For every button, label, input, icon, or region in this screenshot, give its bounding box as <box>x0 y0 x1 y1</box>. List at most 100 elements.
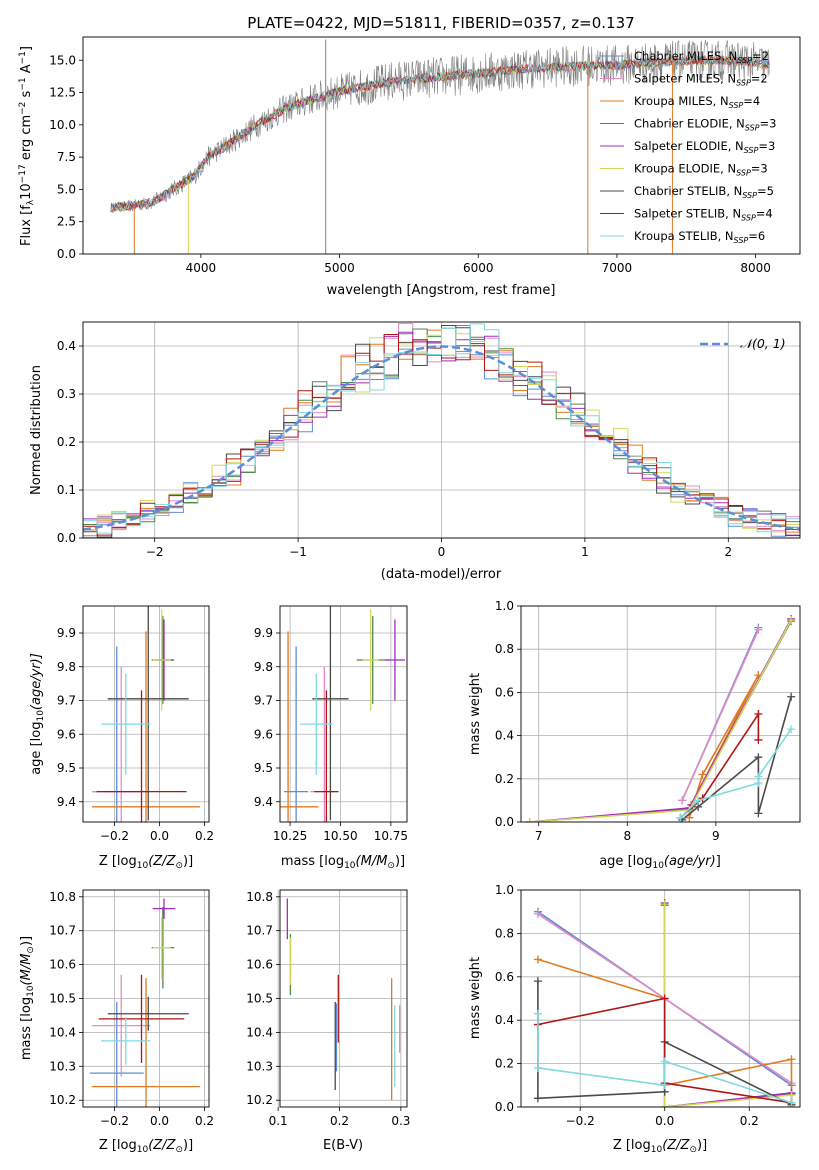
legend-label: Salpeter STELIB, NSSP=4 <box>634 207 773 223</box>
y-tick-label: 0.8 <box>495 926 514 940</box>
y-tick-label: 10.4 <box>246 1025 273 1039</box>
legend-label: Chabrier STELIB, NSSP=5 <box>634 184 774 200</box>
legend-label: Kroupa MILES, NSSP=4 <box>634 94 760 110</box>
x-tick-label: 10.25 <box>273 829 307 843</box>
y-tick-label: 0.6 <box>495 685 514 699</box>
errorbar-point-krou_stelib <box>300 673 333 775</box>
x-tick-label: 10.50 <box>323 829 357 843</box>
x-axis-label: age [log10(age/yr)] <box>599 854 721 871</box>
x-tick-label: 6000 <box>463 261 494 275</box>
legend-entry-chab_stelib: Chabrier STELIB, NSSP=5 <box>600 184 774 200</box>
y-axis-label: mass [log10(M/M⊙)] <box>19 936 36 1060</box>
data-area <box>92 606 200 822</box>
x-tick-label: 0.0 <box>655 1114 674 1128</box>
errorbar-point-salp_elodie <box>152 898 176 919</box>
y-tick-label: 9.8 <box>254 660 273 674</box>
legend-label: Chabrier MILES, NSSP=2 <box>634 49 769 65</box>
y-tick-label: 0.2 <box>495 772 514 786</box>
x-tick-label: −0.2 <box>100 829 129 843</box>
grid <box>521 889 800 1108</box>
y-tick-label: 0.8 <box>495 642 514 656</box>
series-marker <box>533 1063 542 1072</box>
y-axis-label: Normed distribution <box>29 365 44 495</box>
series-marker <box>787 1055 796 1064</box>
residual-histogram-krou_stelib <box>83 323 800 534</box>
legend-label: Salpeter ELODIE, NSSP=3 <box>634 139 775 155</box>
y-tick-label: 9.4 <box>254 795 273 809</box>
y-tick-label: 0.2 <box>57 435 76 449</box>
y-axis-label: Flux [fλ10−17 erg cm−2 s−1 A−1] <box>18 46 36 246</box>
y-tick-label: 7.5 <box>57 150 76 164</box>
y-tick-label: 10.3 <box>246 1059 273 1073</box>
y-tick-label: 10.5 <box>49 992 76 1006</box>
series-line <box>679 728 792 819</box>
y-axis-label: mass weight <box>468 957 483 1039</box>
x-tick-label: 0.0 <box>150 1114 169 1128</box>
y-tick-label: 10.4 <box>49 1025 76 1039</box>
y-tick-label: 10.7 <box>246 924 273 938</box>
y-tick-label: 10.0 <box>49 118 76 132</box>
errorbar-point-krou_elodie <box>152 917 171 979</box>
y-tick-label: 9.6 <box>254 727 273 741</box>
y-tick-label: 0.3 <box>57 387 76 401</box>
series-marker <box>698 770 707 779</box>
series-marker <box>660 1103 669 1107</box>
data-area <box>525 614 796 822</box>
y-tick-label: 9.7 <box>254 694 273 708</box>
x-tick-label: 0.2 <box>195 829 214 843</box>
grid <box>277 890 407 1107</box>
series-marker <box>754 809 763 818</box>
grid <box>280 606 407 822</box>
x-tick-label: 0 <box>438 545 446 559</box>
series-marker <box>525 818 534 822</box>
y-tick-label: 1.0 <box>495 883 514 897</box>
weight-series-krou_stelib <box>533 1009 796 1107</box>
data-area <box>286 898 401 1101</box>
y-tick-label: 0.4 <box>57 339 76 353</box>
axes-frame <box>279 605 408 823</box>
legend-entry-krou_elodie: Kroupa ELODIE, NSSP=3 <box>600 162 768 178</box>
legend-entry-salp_miles: Salpeter MILES, NSSP=2 <box>600 72 768 88</box>
y-tick-label: 10.8 <box>49 890 76 904</box>
y-tick-label: 9.8 <box>57 660 76 674</box>
errorbar-point-salp_stelib <box>98 974 185 1063</box>
x-tick-label: 10.75 <box>374 829 408 843</box>
axes-frame <box>82 36 801 255</box>
weight-series-chab_elodie <box>525 617 796 822</box>
series-line <box>663 905 792 1107</box>
y-tick-label: 10.2 <box>246 1093 273 1107</box>
y-tick-label: 0.4 <box>495 729 514 743</box>
errorbar-point-krou_miles <box>92 631 200 822</box>
data-area <box>110 39 770 254</box>
series-marker <box>787 725 796 734</box>
x-tick-label: 0.3 <box>391 1114 410 1128</box>
y-tick-label: 0.6 <box>495 970 514 984</box>
errorbar-point-chab_stelib <box>107 606 189 821</box>
legend-entry-chab_elodie: Chabrier ELODIE, NSSP=3 <box>600 117 776 133</box>
errorbar-point-salp_elodie <box>384 619 405 701</box>
errorbar-point-krou_stelib <box>101 1017 151 1065</box>
series-marker <box>694 796 703 805</box>
x-axis-label: Z [log10(Z/Z⊙)] <box>613 1138 707 1155</box>
x-tick-label: 0.2 <box>195 1114 214 1128</box>
x-tick-label: 4000 <box>186 261 217 275</box>
x-tick-label: −2 <box>146 545 164 559</box>
plot-z_mass: −0.2 0.0 0.2 10.2 10.3 10.4 10.5 10.6 10.7 10.8 Z … <box>19 889 214 1155</box>
y-tick-label: 10.7 <box>49 924 76 938</box>
y-tick-label: 9.5 <box>57 761 76 775</box>
series-line <box>529 620 792 822</box>
weight-series-krou_stelib <box>676 725 796 822</box>
legend-label: Salpeter MILES, NSSP=2 <box>634 72 768 88</box>
series-marker <box>533 955 542 964</box>
figure-title: PLATE=0422, MJD=51811, FIBERID=0357, z=0… <box>247 14 634 32</box>
y-tick-label: 0.0 <box>495 815 514 829</box>
plot-age_weight: 7 8 9 0.0 0.2 0.4 0.6 0.8 1.0 age [log10(age/yr)]… <box>468 599 801 871</box>
y-tick-label: 9.5 <box>254 761 273 775</box>
y-tick-label: 10.6 <box>49 958 76 972</box>
weight-series-chab_elodie <box>660 901 796 1107</box>
x-tick-label: 5000 <box>324 261 355 275</box>
legend-label: 𝒩(0, 1) <box>740 336 786 351</box>
series-marker <box>533 1094 542 1103</box>
series-marker <box>533 1009 542 1018</box>
